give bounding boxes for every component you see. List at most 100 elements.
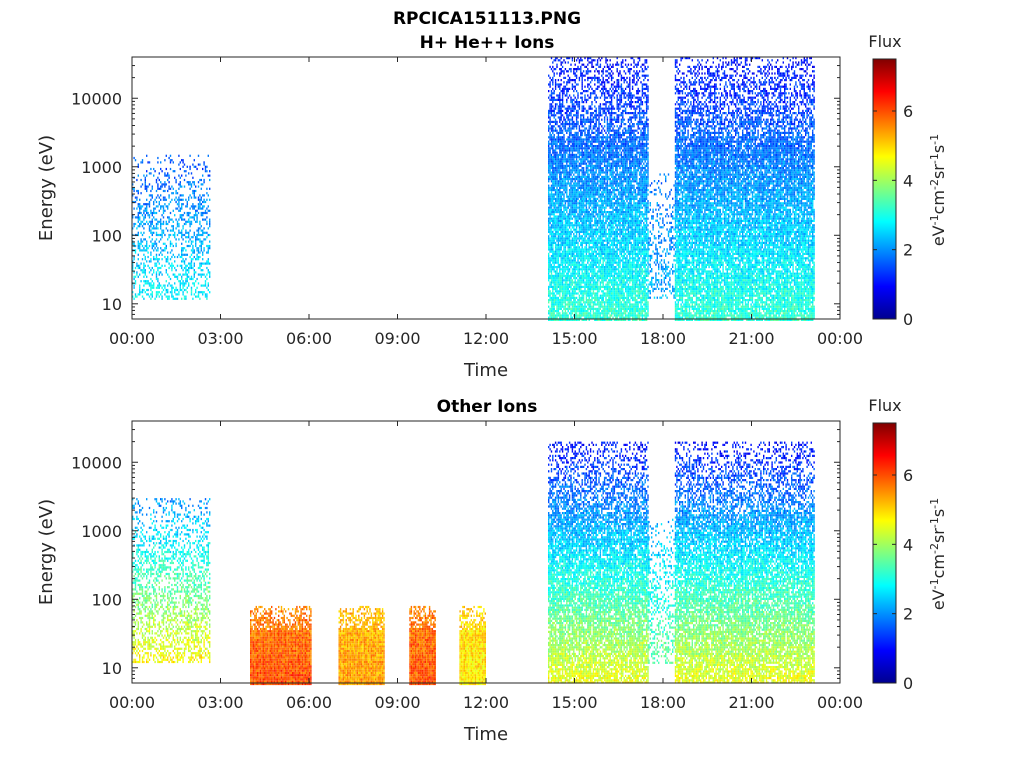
flux-cell xyxy=(550,92,553,95)
flux-cell xyxy=(587,288,589,291)
flux-cell xyxy=(181,275,183,278)
flux-cell xyxy=(581,138,583,141)
flux-cell xyxy=(581,281,583,284)
flux-cell xyxy=(182,194,184,197)
flux-cell xyxy=(203,194,205,197)
flux-cell xyxy=(592,197,595,200)
flux-cell xyxy=(582,151,585,154)
flux-cell xyxy=(567,310,569,313)
flux-cell xyxy=(200,229,202,232)
flux-cell xyxy=(588,316,590,319)
flux-cell xyxy=(577,167,579,170)
flux-cell xyxy=(564,226,567,229)
flux-cell xyxy=(153,200,155,204)
flux-cell xyxy=(148,227,151,230)
flux-cell xyxy=(193,273,195,276)
flux-cell xyxy=(143,174,145,177)
flux-cell xyxy=(568,237,571,240)
flux-cell xyxy=(598,109,600,112)
flux-cell xyxy=(598,134,600,137)
flux-cell xyxy=(548,244,550,247)
flux-cell xyxy=(599,241,602,244)
flux-cell xyxy=(556,305,558,308)
flux-cell xyxy=(567,109,569,112)
flux-cell xyxy=(548,263,550,266)
flux-cell xyxy=(144,282,146,285)
flux-cell xyxy=(578,149,581,152)
flux-cell xyxy=(549,217,551,220)
flux-cell xyxy=(162,211,165,215)
flux-cell xyxy=(603,230,606,233)
flux-cell xyxy=(188,282,190,285)
flux-cell xyxy=(571,79,574,82)
flux-cell xyxy=(557,138,560,141)
flux-cell xyxy=(563,208,565,211)
flux-cell xyxy=(190,262,193,265)
flux-cell xyxy=(581,140,583,143)
flux-cell xyxy=(584,173,586,176)
flux-cell xyxy=(575,127,578,130)
flux-cell xyxy=(168,218,170,221)
flux-cell xyxy=(564,94,567,97)
flux-cell xyxy=(139,266,141,270)
flux-cell xyxy=(563,186,565,189)
flux-cell xyxy=(606,189,609,192)
flux-cell xyxy=(557,107,560,110)
flux-cell xyxy=(139,211,141,215)
flux-cell xyxy=(584,142,586,145)
flux-cell xyxy=(161,185,163,188)
flux-cell xyxy=(186,253,188,256)
flux-cell xyxy=(574,105,576,108)
flux-cell xyxy=(199,262,201,265)
flux-cell xyxy=(573,318,575,321)
flux-cell xyxy=(571,109,574,112)
flux-cell xyxy=(157,187,159,190)
flux-cell xyxy=(549,160,551,163)
flux-cell xyxy=(594,224,596,227)
flux-cell xyxy=(574,107,576,110)
flux-cell xyxy=(588,182,590,185)
flux-cell xyxy=(598,217,600,220)
flux-cell xyxy=(574,101,576,104)
flux-cell xyxy=(566,312,568,315)
flux-cell xyxy=(589,288,592,291)
flux-cell xyxy=(167,174,169,177)
flux-cell xyxy=(549,120,551,123)
flux-cell xyxy=(574,145,576,148)
flux-cell xyxy=(578,285,581,288)
flux-cell xyxy=(189,277,191,281)
flux-cell xyxy=(552,217,554,220)
flux-cell xyxy=(588,70,590,73)
flux-cell xyxy=(560,127,562,130)
flux-cell xyxy=(169,187,172,190)
flux-cell xyxy=(554,158,557,161)
flux-cell xyxy=(552,92,554,95)
flux-cell xyxy=(601,255,603,258)
flux-cell xyxy=(146,205,148,208)
flux-cell xyxy=(577,248,579,251)
flux-cell xyxy=(566,239,568,242)
flux-cell xyxy=(204,200,207,204)
flux-cell xyxy=(588,244,590,247)
flux-cell xyxy=(570,186,572,189)
flux-cell xyxy=(585,301,588,304)
flux-cell xyxy=(567,277,569,280)
flux-cell xyxy=(592,156,595,159)
flux-cell xyxy=(548,228,550,231)
flux-cell xyxy=(561,261,564,264)
flux-cell xyxy=(561,162,564,165)
flux-cell xyxy=(606,162,609,165)
flux-cell xyxy=(202,229,204,232)
flux-cell xyxy=(157,291,159,294)
flux-cell xyxy=(571,142,574,145)
flux-cell xyxy=(601,248,603,251)
flux-cell xyxy=(587,283,589,286)
flux-cell xyxy=(577,191,579,194)
flux-cell xyxy=(587,226,589,229)
flux-cell xyxy=(587,270,589,273)
flux-cell xyxy=(160,185,162,188)
flux-cell xyxy=(595,186,597,189)
flux-cell xyxy=(553,314,555,317)
flux-cell xyxy=(554,224,557,227)
flux-cell xyxy=(588,307,590,310)
